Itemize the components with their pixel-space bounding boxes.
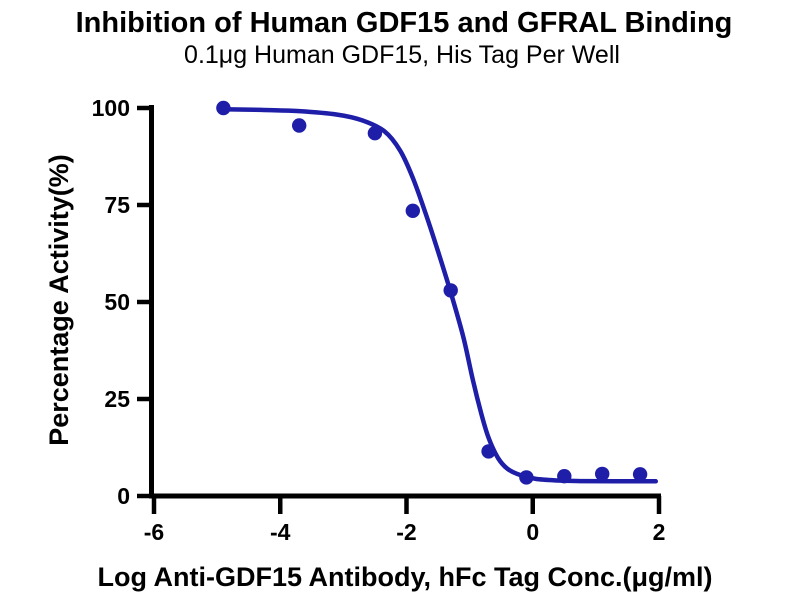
- fit-curve: [219, 106, 659, 484]
- data-point: [519, 470, 534, 485]
- fit-curve-layer: [219, 106, 659, 484]
- x-tick-label: 2: [653, 519, 666, 545]
- x-tick-label: 0: [526, 519, 539, 545]
- data-point: [481, 444, 496, 459]
- data-points: [216, 100, 648, 485]
- chart-title: Inhibition of Human GDF15 and GFRAL Bind…: [76, 7, 733, 39]
- y-axis-label: Percentage Activity(%): [44, 154, 74, 446]
- y-tick-label: 50: [104, 289, 130, 315]
- y-tick-label: 25: [104, 386, 130, 412]
- x-tick-label: -6: [144, 519, 164, 545]
- y-tick-label: 100: [92, 95, 130, 121]
- data-point: [292, 118, 307, 133]
- x-tick-label: -4: [270, 519, 291, 545]
- data-point: [632, 467, 648, 482]
- data-point: [443, 283, 458, 298]
- data-point: [367, 126, 383, 141]
- data-point: [405, 203, 420, 218]
- x-axis-label: Log Anti-GDF15 Antibody, hFc Tag Conc.(μ…: [98, 562, 713, 592]
- data-point: [216, 100, 231, 116]
- chart-subtitle: 0.1μg Human GDF15, His Tag Per Well: [184, 41, 620, 69]
- y-tick-label: 75: [104, 192, 130, 218]
- axes: 0 25 50 75 100 -6 -4 -2 0 2: [92, 95, 666, 545]
- y-tick-label: 0: [117, 483, 130, 509]
- data-point: [557, 469, 572, 484]
- x-tick-label: -2: [396, 519, 416, 545]
- data-point: [595, 466, 610, 482]
